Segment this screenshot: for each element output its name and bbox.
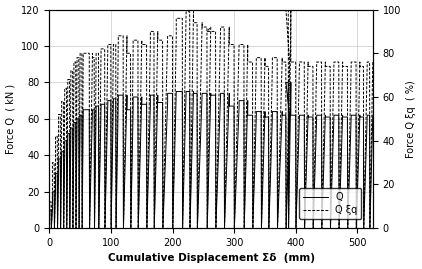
Q [47,208,52,211]
Q [340,115,345,119]
Q ξq [47,200,52,204]
Q [180,90,185,93]
Q ξq [328,226,333,230]
Line: Q ξq: Q ξq [49,10,373,228]
Q [319,114,324,117]
Legend: Q, Q ξq: Q, Q ξq [299,188,362,219]
X-axis label: Cumulative Displacement Σδ  (mm): Cumulative Displacement Σδ (mm) [108,253,314,263]
Q [49,226,54,230]
Q ξq [319,61,324,64]
Q ξq [370,61,375,64]
Q ξq [340,65,345,68]
Q [284,81,289,84]
Q ξq [49,226,54,230]
Line: Q: Q [49,82,373,228]
Q [61,150,66,153]
Q ξq [180,17,185,20]
Y-axis label: Force Q  ( kN ): Force Q ( kN ) [5,84,16,154]
Q [370,114,375,117]
Q [311,226,316,230]
Q ξq [311,226,316,230]
Q [328,226,333,230]
Y-axis label: Force Q ξq  ( %): Force Q ξq ( %) [406,80,417,158]
Q ξq [284,8,289,11]
Q ξq [61,100,66,103]
